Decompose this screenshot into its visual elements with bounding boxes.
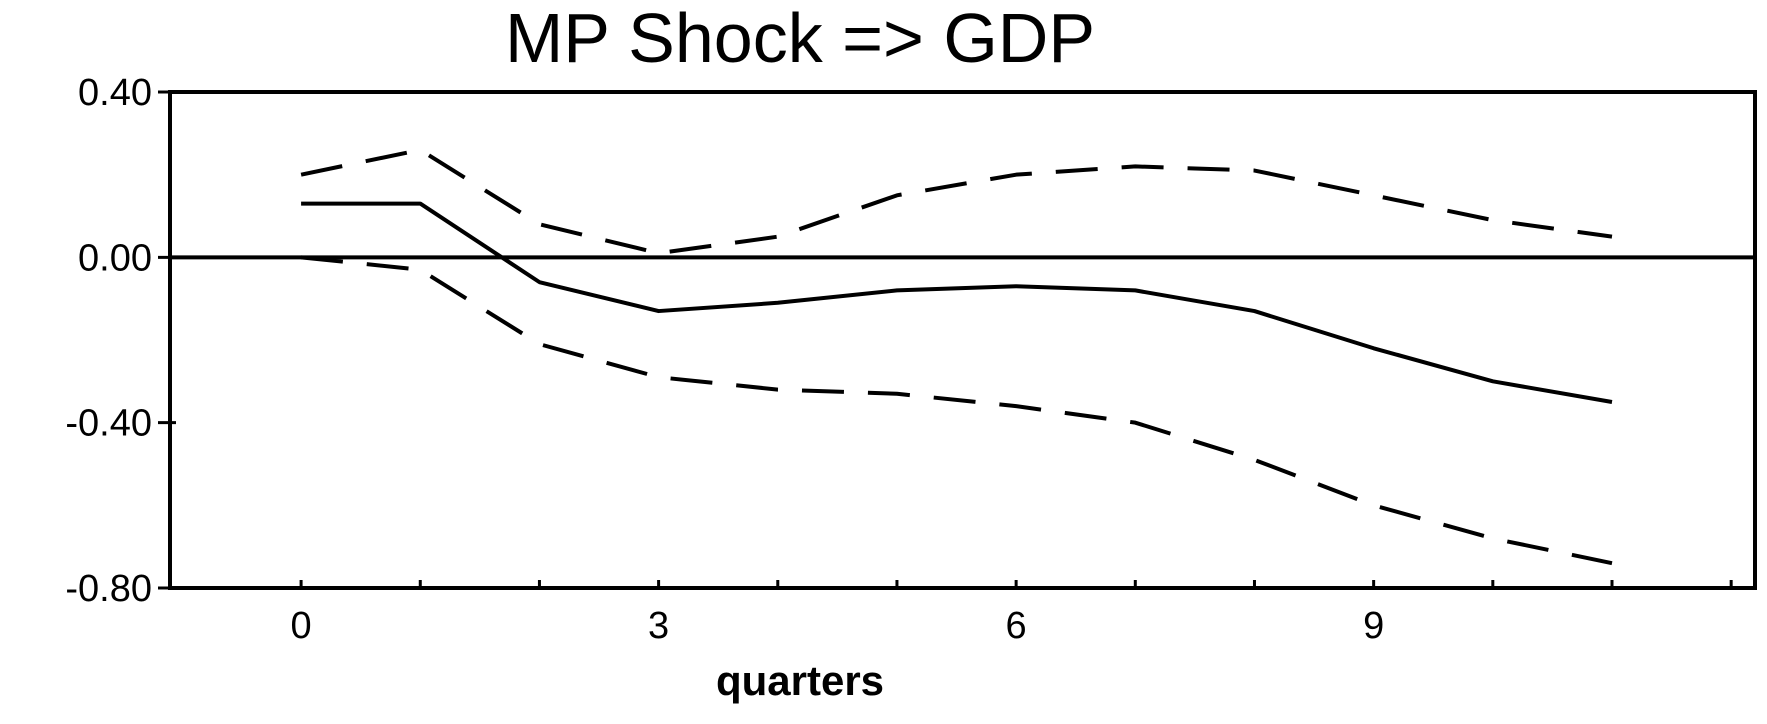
plot-frame [168, 90, 1757, 590]
y-axis: 0.40 0.00 -0.40 -0.80 [65, 72, 176, 610]
series-group [300, 147, 1613, 566]
x-axis-label: quarters [716, 657, 884, 704]
lower-band-line [300, 255, 1613, 566]
upper-band-line [300, 147, 1613, 256]
x-tick-label: 9 [1363, 605, 1384, 647]
y-tick-label: 0.00 [78, 237, 152, 279]
y-tick-label: -0.80 [65, 568, 152, 610]
response-line [301, 201, 1613, 404]
x-axis: 0 3 6 9 [291, 580, 1733, 647]
chart-title: MP Shock => GDP [505, 0, 1095, 77]
x-tick-label: 3 [648, 605, 669, 647]
y-tick-label: 0.40 [78, 72, 152, 114]
x-tick-label: 0 [291, 605, 312, 647]
x-tick-label: 6 [1006, 605, 1027, 647]
y-tick-label: -0.40 [65, 403, 152, 445]
